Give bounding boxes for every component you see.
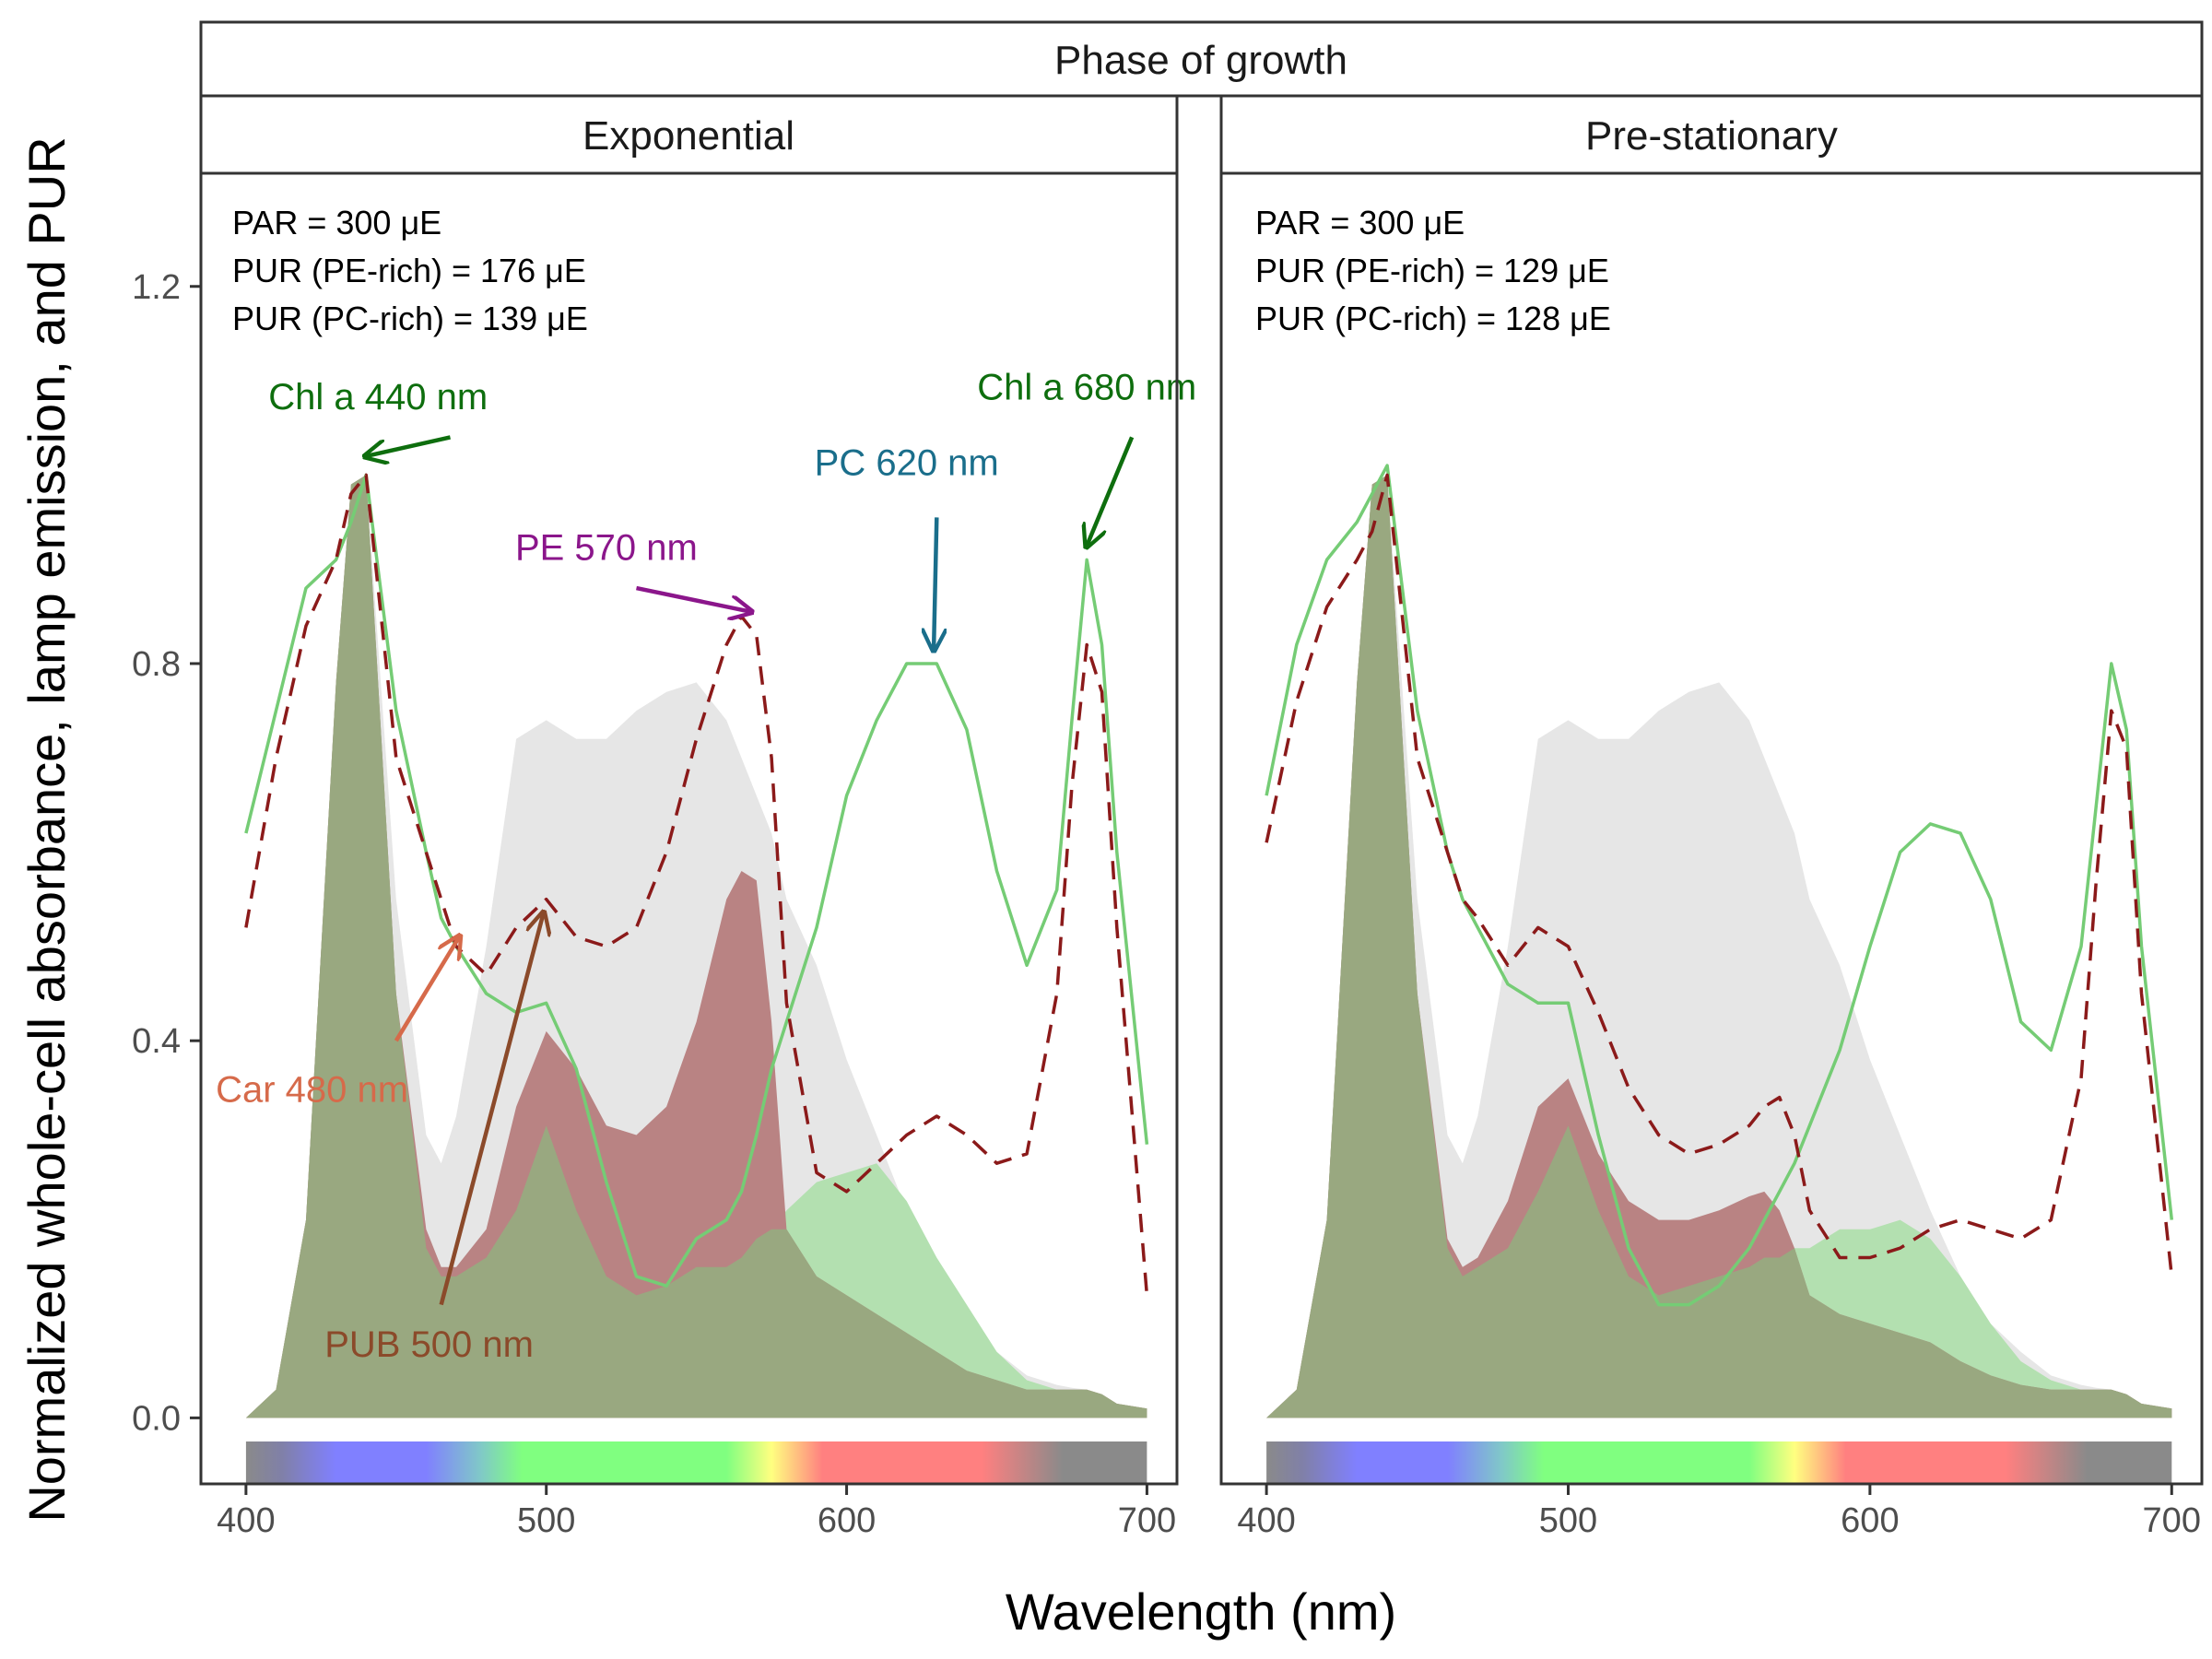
info-pur-pe-exponential: PUR (PE-rich) = 176 μE (232, 252, 586, 289)
annotation-arrow (934, 517, 936, 649)
facet-strip-top (199, 20, 2204, 98)
x-tick-label: 500 (517, 1501, 575, 1540)
y-tick-label: 0.4 (132, 1022, 181, 1061)
spectrum-color-bar (245, 1441, 1147, 1484)
absorbance-pe-rich-line (244, 473, 1149, 1296)
plot-panel-exponential: 400 500 600 700 0.0 0.4 0.8 1.2 Chl a 440 nm PE 5… (132, 268, 1196, 1540)
info-par-exponential: PAR = 300 μE (232, 204, 441, 241)
x-tick-label: 600 (818, 1501, 876, 1540)
y-tick-label: 0.8 (132, 645, 181, 684)
lamp-emission-area (1266, 475, 2172, 1418)
y-tick-label: 1.2 (132, 268, 181, 307)
absorbance-pe-rich-line (1265, 473, 2174, 1277)
annotation-arrow (1087, 436, 1135, 546)
panel-title-pre-stationary: Pre-stationary (1585, 113, 1838, 159)
annotation-arrow (636, 585, 751, 612)
x-tick-label: 500 (1539, 1501, 1597, 1540)
panel-strip-exponential (199, 94, 1179, 175)
panel-strip-pre-stationary (1219, 94, 2204, 175)
info-pur-pe-pre-stationary: PUR (PE-rich) = 129 μE (1255, 252, 1609, 289)
x-tick-label: 700 (1118, 1501, 1176, 1540)
annotation-label: Chl a 440 nm (268, 377, 488, 418)
annotation-label: PUB 500 nm (324, 1324, 534, 1365)
y-axis-title: Normalized whole-cell absorbance, lamp e… (18, 136, 76, 1522)
x-axis-title: Wavelength (nm) (1006, 1583, 1396, 1641)
x-tick-label: 700 (2143, 1501, 2201, 1540)
x-tick-label: 400 (1237, 1501, 1295, 1540)
y-tick-label: 0.0 (132, 1399, 181, 1438)
annotation-arrow (394, 937, 459, 1042)
panel-title-exponential: Exponential (582, 113, 794, 159)
annotation-arrow (439, 913, 544, 1306)
spectrum-color-bar (1266, 1441, 2172, 1484)
x-tick-label: 400 (217, 1501, 275, 1540)
annotation-label: PC 620 nm (815, 442, 999, 483)
info-pur-pc-pre-stationary: PUR (PC-rich) = 128 μE (1255, 300, 1611, 337)
pur-overlap-area (245, 475, 1147, 1418)
x-tick-label: 600 (1841, 1501, 1899, 1540)
annotation-label: Car 480 nm (216, 1070, 408, 1111)
plot-panel-pre-stationary: 400 500 600 700 (1237, 464, 2201, 1540)
annotation-label: Chl a 680 nm (977, 368, 1196, 408)
panel-border-exponential (199, 171, 1179, 1486)
panel-border-pre-stationary (1219, 171, 2204, 1486)
info-pur-pc-exponential: PUR (PC-rich) = 139 μE (232, 300, 588, 337)
annotation-arrow (366, 435, 451, 456)
absorbance-pc-rich-line (244, 473, 1149, 1288)
pur-overlap-area (1266, 475, 2172, 1418)
annotation-label: PE 570 nm (515, 527, 698, 568)
info-par-pre-stationary: PAR = 300 μE (1255, 204, 1465, 241)
facet-title: Phase of growth (1054, 38, 1347, 83)
absorbance-pc-rich-line (1265, 464, 2174, 1307)
